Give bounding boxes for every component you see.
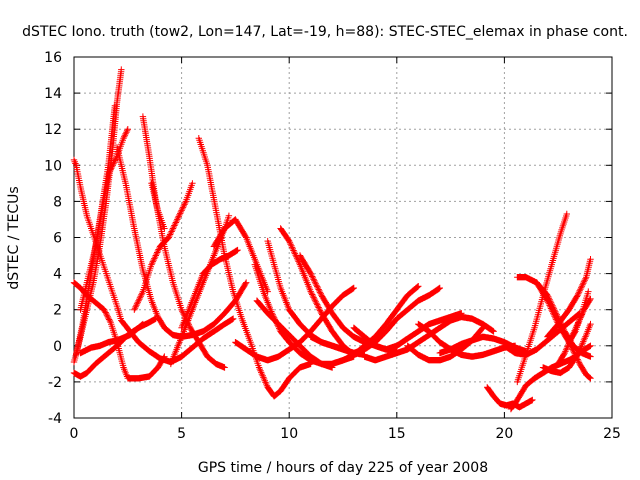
y-tick-label: 6 (53, 231, 62, 247)
axis-ticks (73, 56, 613, 419)
series-31 (514, 210, 570, 386)
series-25 (361, 313, 497, 364)
x-tick-label: 5 (177, 426, 186, 442)
chart-title: dSTEC Iono. truth (tow2, Lon=147, Lat=-1… (22, 24, 628, 40)
series-10-points (148, 180, 168, 232)
series-38-points (555, 295, 594, 368)
series-20 (232, 284, 357, 364)
x-tick-label: 15 (388, 426, 406, 442)
y-tick-label: 2 (53, 303, 62, 319)
series-12-points (195, 135, 314, 400)
y-tick-label: -2 (48, 375, 62, 391)
series-15-points (210, 212, 233, 250)
series-34 (544, 256, 594, 340)
series-20-points (232, 284, 357, 364)
series-7 (77, 315, 159, 357)
series-25-points (361, 313, 497, 364)
grid (74, 57, 612, 418)
series-21 (253, 297, 336, 371)
y-tick-label: 12 (44, 122, 62, 138)
series-34-points (544, 256, 594, 340)
series-38 (555, 295, 594, 368)
series-3 (70, 66, 125, 366)
y-axis-label: dSTEC / TECUs (6, 186, 22, 289)
x-tick-label: 0 (70, 426, 79, 442)
series-12 (195, 135, 314, 400)
x-tick-label: 20 (495, 426, 513, 442)
x-tick-label: 25 (603, 426, 621, 442)
y-tick-label: 4 (53, 267, 62, 283)
y-tick-label: 0 (53, 339, 62, 355)
series-35 (539, 320, 594, 377)
series-5 (77, 126, 131, 313)
series-1 (70, 156, 237, 366)
x-tick-label: 10 (280, 426, 298, 442)
series-3-points (70, 66, 125, 366)
series-33 (533, 279, 594, 382)
series-11-points (131, 180, 196, 313)
series-28 (436, 333, 530, 357)
series-7-points (77, 315, 159, 357)
series-10 (148, 180, 168, 232)
data-points (70, 66, 594, 413)
series-14 (178, 246, 241, 331)
y-tick-label: -4 (48, 411, 62, 427)
y-tick-label: 10 (44, 158, 62, 174)
series-28-points (436, 333, 530, 357)
series-35-points (539, 320, 594, 377)
y-tick-label: 16 (44, 50, 62, 66)
series-11 (131, 180, 196, 313)
series-21-points (253, 297, 336, 371)
series-14-points (178, 246, 241, 331)
y-tick-label: 8 (53, 194, 62, 210)
series-33-points (533, 279, 594, 382)
y-tick-label: 14 (44, 86, 62, 102)
x-axis-label: GPS time / hours of day 225 of year 2008 (198, 460, 488, 476)
series-31-points (514, 210, 570, 386)
series-15 (210, 212, 233, 250)
series-1-points (70, 156, 237, 366)
series-36-points (501, 310, 583, 358)
series-36 (501, 310, 583, 358)
tick-labels: 0 5 10 15 20 25 -4 -2 0 2 4 6 8 10 12 14 16 (44, 50, 621, 442)
series-5-points (77, 126, 131, 313)
